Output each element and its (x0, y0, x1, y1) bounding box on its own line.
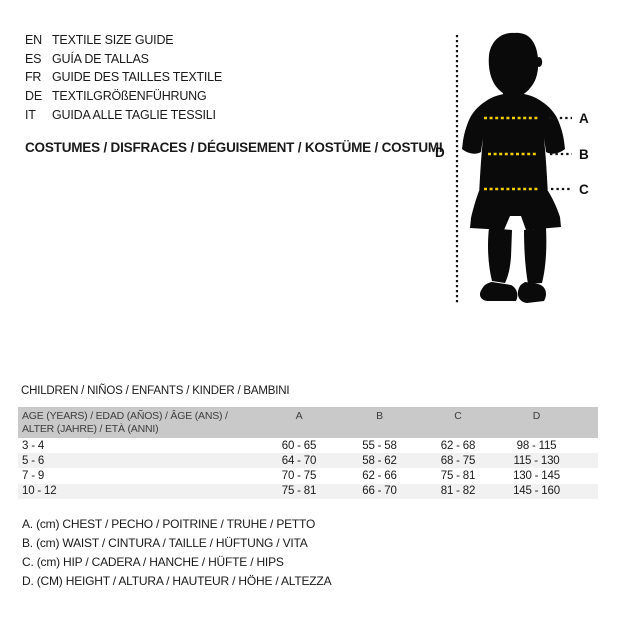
hip-cell: 68 - 75 (440, 454, 476, 467)
lang-row-es: ES GUÍA DE TALLAS (25, 50, 222, 69)
waist-cell: 62 - 66 (362, 469, 397, 482)
child-silhouette-figure: D A B C (435, 32, 589, 305)
age-cell: 5 - 6 (22, 454, 45, 467)
column-header-d: D (497, 407, 576, 438)
silhouette-right-shoe (517, 282, 546, 303)
chest-cell: 60 - 65 (281, 439, 317, 452)
legend-hip: C. (cm) HIP / CADERA / HANCHE / HÜFTE / … (22, 554, 284, 569)
chest-cell: 75 - 81 (281, 485, 317, 498)
silhouette-head (488, 32, 539, 96)
age-header-line2: ALTER (JAHRE) / ETÀ (ANNI) (22, 422, 159, 435)
filler-cell (576, 453, 598, 468)
height-label-d: D (435, 145, 445, 160)
filler-cell (576, 438, 598, 453)
lang-title: TEXTILGRÖßENFÜHRUNG (52, 89, 207, 104)
age-header-line1: AGE (YEARS) / EDAD (AÑOS) / ÂGE (ANS) / (22, 410, 228, 422)
height-cell: 115 - 130 (513, 454, 560, 467)
column-header-b: B (340, 407, 419, 438)
filler-cell (576, 484, 598, 499)
lang-code: DE (25, 89, 42, 104)
column-header-a: A (258, 407, 340, 438)
waist-cell: 55 - 58 (362, 439, 397, 452)
lang-title: GUÍA DE TALLAS (52, 51, 149, 66)
height-cell: 98 - 115 (516, 439, 557, 452)
hip-cell: 81 - 82 (440, 485, 476, 498)
filler-cell (576, 468, 598, 483)
language-title-list: EN TEXTILE SIZE GUIDE ES GUÍA DE TALLAS … (25, 31, 222, 124)
legend-chest: A. (cm) CHEST / PECHO / POITRINE / TRUHE… (22, 517, 316, 532)
legend-waist: B. (cm) WAIST / CINTURA / TAILLE / HÜFTU… (22, 536, 308, 551)
silhouette-tshirt (462, 93, 565, 195)
table-row: 10 - 12 75 - 81 66 - 70 81 - 82 145 - 16… (18, 483, 598, 499)
column-header-c: C (419, 407, 497, 438)
hip-label-c: C (579, 182, 589, 197)
silhouette-left-leg (488, 228, 512, 283)
category-line: COSTUMES / DISFRACES / DÉGUISEMENT / KOS… (25, 140, 443, 155)
size-table-header-row: AGE (YEARS) / EDAD (AÑOS) / ÂGE (ANS) / … (18, 407, 598, 438)
lang-title: GUIDE DES TAILLES TEXTILE (52, 70, 223, 85)
lang-row-fr: FR GUIDE DES TAILLES TEXTILE (25, 68, 222, 87)
age-cell: 7 - 9 (22, 469, 45, 482)
lang-row-it: IT GUIDA ALLE TAGLIE TESSILI (25, 105, 222, 124)
header-filler-cell (576, 407, 598, 438)
measurement-diagram: D A B C (425, 25, 605, 315)
size-table-title: CHILDREN / NIÑOS / ENFANTS / KINDER / BA… (21, 385, 290, 397)
lang-code: ES (25, 51, 42, 66)
silhouette-shorts (470, 191, 561, 230)
waist-cell: 58 - 62 (362, 454, 397, 467)
hip-cell: 62 - 68 (440, 439, 476, 452)
height-cell: 130 - 145 (513, 469, 560, 482)
age-cell: 10 - 12 (22, 485, 57, 498)
waist-label-b: B (579, 147, 589, 162)
lang-code: IT (25, 107, 36, 122)
lang-row-en: EN TEXTILE SIZE GUIDE (25, 31, 222, 50)
waist-cell: 66 - 70 (362, 485, 397, 498)
child-silhouette (462, 32, 565, 303)
lang-title: TEXTILE SIZE GUIDE (52, 33, 174, 48)
silhouette-ear (535, 57, 543, 67)
chest-cell: 70 - 75 (281, 469, 317, 482)
measurement-legend: A. (cm) CHEST / PECHO / POITRINE / TRUHE… (22, 515, 332, 590)
size-table: AGE (YEARS) / EDAD (AÑOS) / ÂGE (ANS) / … (18, 407, 598, 499)
chest-label-a: A (579, 111, 589, 126)
table-row: 5 - 6 64 - 70 58 - 62 68 - 75 115 - 130 (18, 453, 598, 469)
legend-height: D. (CM) HEIGHT / ALTURA / HAUTEUR / HÖHE… (22, 573, 332, 588)
hip-cell: 75 - 81 (440, 469, 476, 482)
size-table-section: CHILDREN / NIÑOS / ENFANTS / KINDER / BA… (18, 384, 598, 499)
lang-code: EN (25, 33, 42, 48)
age-column-header: AGE (YEARS) / EDAD (AÑOS) / ÂGE (ANS) / … (18, 407, 258, 438)
age-cell: 3 - 4 (22, 439, 45, 452)
silhouette-left-shoe (479, 282, 518, 301)
silhouette-right-leg (524, 228, 547, 284)
table-row: 7 - 9 70 - 75 62 - 66 75 - 81 130 - 145 (18, 468, 598, 484)
height-cell: 145 - 160 (513, 485, 560, 498)
table-row: 3 - 4 60 - 65 55 - 58 62 - 68 98 - 115 (18, 438, 598, 454)
lang-title: GUIDA ALLE TAGLIE TESSILI (52, 107, 216, 122)
chest-cell: 64 - 70 (281, 454, 317, 467)
lang-code: FR (25, 70, 42, 85)
lang-row-de: DE TEXTILGRÖßENFÜHRUNG (25, 87, 222, 106)
